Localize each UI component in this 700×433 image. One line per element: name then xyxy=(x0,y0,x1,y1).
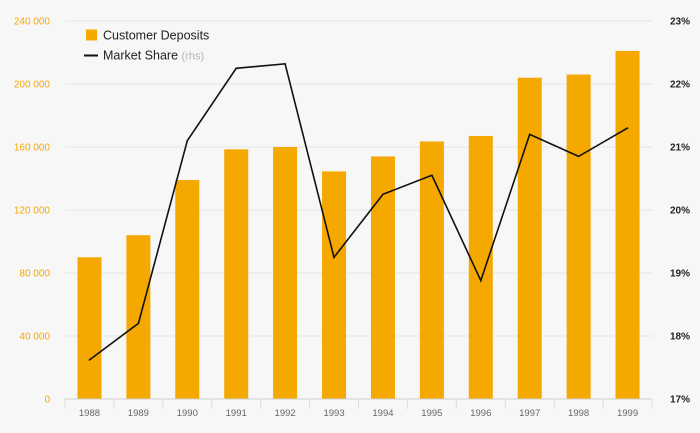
bar-customer-deposits-1993 xyxy=(322,171,347,399)
bar-customer-deposits-1990 xyxy=(175,180,200,399)
x-tick-label: 1990 xyxy=(177,408,198,419)
y-left-tick-label: 160 000 xyxy=(14,143,51,154)
point-market-share-1991 xyxy=(235,67,238,70)
y-right-tick-label: 19% xyxy=(670,269,690,280)
legend-suffix-rhs: (rhs) xyxy=(182,51,205,63)
x-tick-label: 1992 xyxy=(275,408,296,419)
y-right-tick-label: 21% xyxy=(670,143,690,154)
y-right-tick-label: 18% xyxy=(670,332,690,343)
bar-customer-deposits-1989 xyxy=(126,235,151,399)
y-left-tick-label: 40 000 xyxy=(19,332,50,343)
x-tick-label: 1996 xyxy=(470,408,491,419)
x-tick-label: 1988 xyxy=(79,408,100,419)
bar-customer-deposits-1995 xyxy=(419,141,444,400)
point-market-share-1998 xyxy=(577,155,580,158)
x-tick-label: 1991 xyxy=(226,408,247,419)
point-market-share-1989 xyxy=(137,322,140,325)
bar-customer-deposits-1994 xyxy=(370,156,395,399)
bar-customer-deposits-1999 xyxy=(615,50,640,400)
x-tick-label: 1994 xyxy=(372,408,393,419)
point-market-share-1996 xyxy=(479,279,482,282)
point-market-share-1993 xyxy=(333,256,335,259)
point-market-share-1997 xyxy=(528,133,531,136)
y-left-tick-label: 120 000 xyxy=(14,206,51,217)
legend-label-market-share: Market Share (rhs) xyxy=(103,49,204,63)
bar-customer-deposits-1988 xyxy=(77,257,102,399)
point-market-share-1990 xyxy=(186,139,189,142)
point-market-share-1994 xyxy=(382,193,384,196)
legend-swatch-customer-deposits xyxy=(86,29,97,41)
y-left-tick-label: 0 xyxy=(44,395,50,406)
bar-customer-deposits-1992 xyxy=(273,147,298,399)
point-market-share-1988 xyxy=(88,359,91,361)
x-tick-label: 1997 xyxy=(519,408,540,419)
y-left-tick-label: 80 000 xyxy=(19,269,50,280)
y-left-tick-label: 200 000 xyxy=(14,80,51,91)
x-tick-label: 1998 xyxy=(568,408,589,419)
point-market-share-1992 xyxy=(284,63,286,65)
x-tick-label: 1989 xyxy=(128,408,149,419)
bar-customer-deposits-1991 xyxy=(224,149,249,399)
point-market-share-1999 xyxy=(626,127,629,129)
y-right-tick-label: 20% xyxy=(670,206,690,217)
y-right-tick-label: 23% xyxy=(670,17,690,28)
bar-customer-deposits-1998 xyxy=(566,74,591,400)
x-tick-label: 1995 xyxy=(421,408,442,419)
y-right-tick-label: 17% xyxy=(670,395,690,406)
y-left-tick-label: 240 000 xyxy=(14,17,51,28)
bar-customer-deposits-1997 xyxy=(517,77,542,399)
point-market-share-1995 xyxy=(431,174,433,177)
legend-label-customer-deposits: Customer Deposits xyxy=(103,29,209,43)
y-right-tick-label: 22% xyxy=(670,80,690,91)
x-tick-label: 1999 xyxy=(617,408,638,419)
x-tick-label: 1993 xyxy=(323,408,344,419)
line-market-share xyxy=(89,62,628,361)
bar-customer-deposits-1996 xyxy=(468,135,493,399)
